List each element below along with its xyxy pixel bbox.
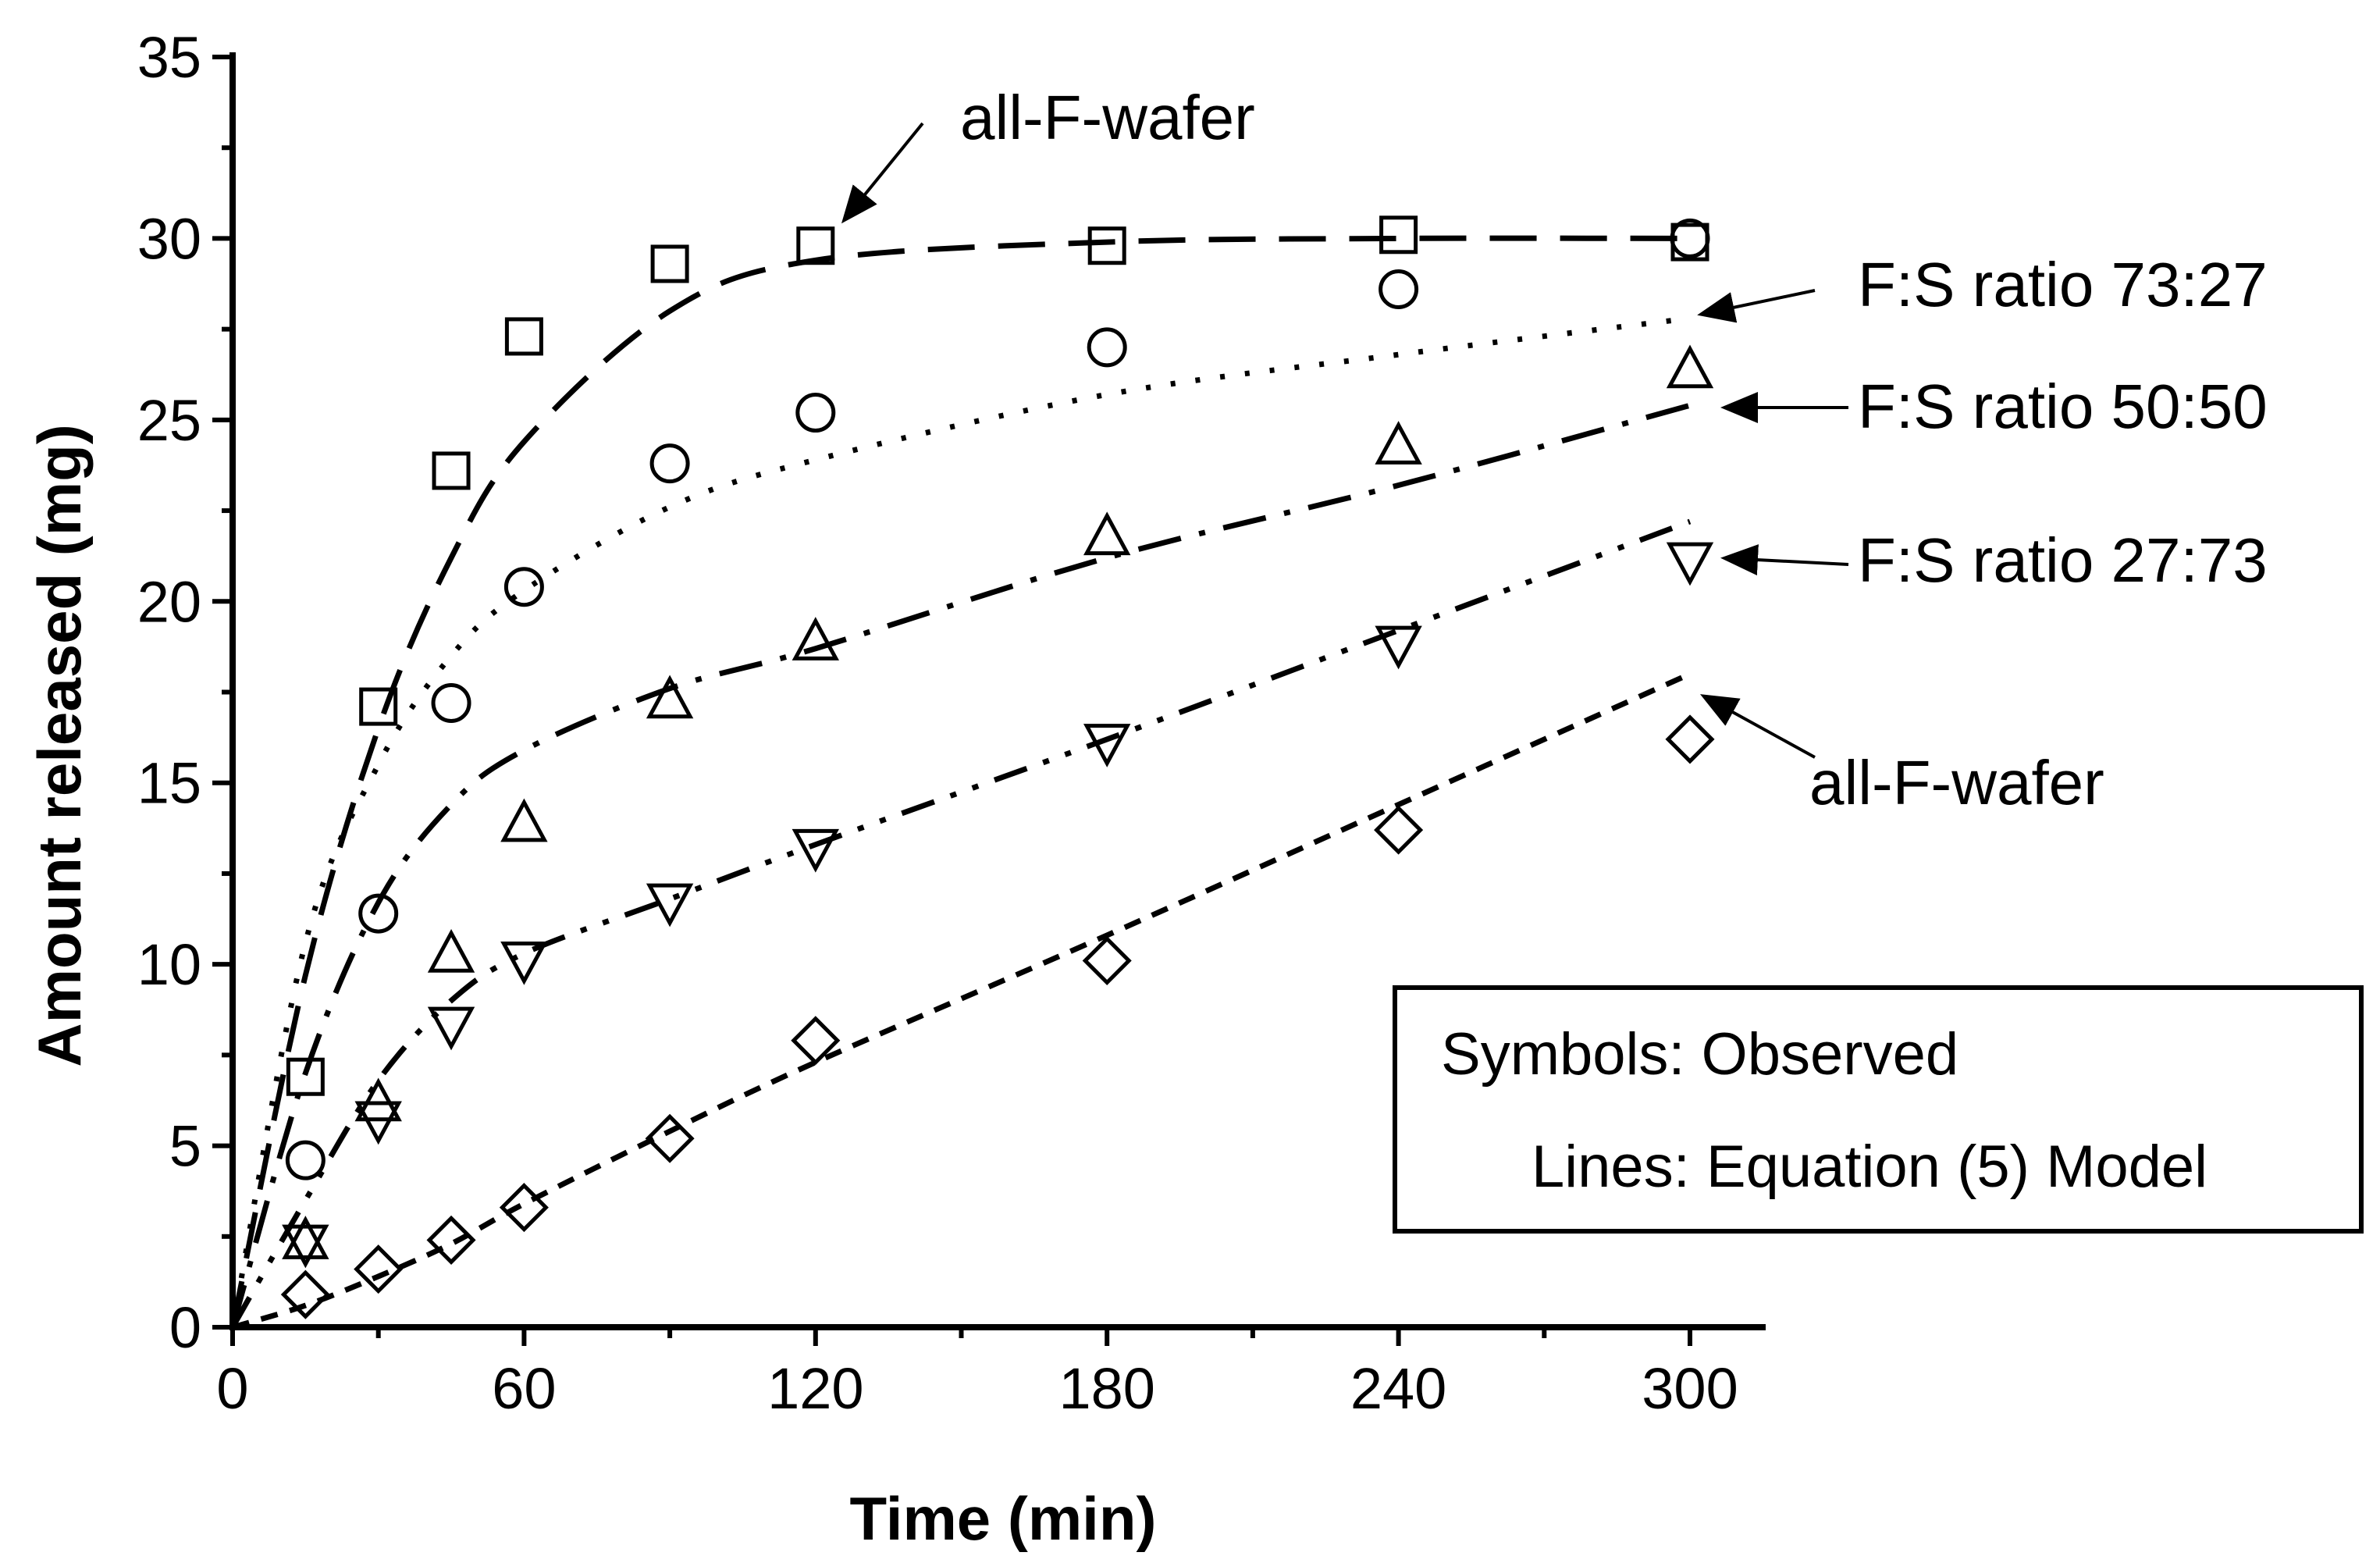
observed-point-series-5	[1374, 805, 1424, 855]
observed-point-series-3	[1375, 421, 1422, 465]
observed-point-series-3	[792, 617, 839, 660]
observed-point-series-5	[1665, 714, 1715, 764]
observed-point-series-1	[504, 317, 543, 356]
observed-point-series-3	[282, 1216, 329, 1259]
observed-point-series-2	[431, 682, 471, 723]
observed-point-series-1	[1379, 215, 1418, 255]
observed-point-series-5	[791, 1016, 841, 1066]
annotation-series-2: F:S ratio 73:27	[1858, 250, 2268, 319]
observed-point-series-1	[359, 687, 398, 726]
annotation-arrow-2	[1697, 289, 1816, 323]
annotation-series-3: F:S ratio 50:50	[1858, 372, 2268, 441]
y-axis-title: Amount released (mg)	[25, 424, 94, 1066]
axis-ticks: 0 60 120 180 240 300 0 5 10 15 20 25 30 35	[137, 25, 1738, 1421]
annotation-series-1: all-F-wafer	[960, 83, 1255, 152]
observed-point-series-3	[646, 675, 694, 719]
observed-point-series-1	[286, 1057, 325, 1096]
observed-point-series-3	[500, 798, 548, 842]
axes	[229, 52, 1766, 1330]
observed-point-series-2	[795, 393, 836, 433]
observed-point-series-2	[649, 443, 690, 484]
model-line-series-3	[229, 402, 1691, 1328]
observed-point-series-4	[282, 1224, 329, 1269]
observed-point-series-1	[432, 451, 471, 490]
legend-frame	[1393, 985, 2364, 1234]
y-tick-label: 5	[169, 1114, 201, 1179]
observed-point-series-4	[500, 941, 548, 985]
x-tick-label: 300	[1642, 1356, 1738, 1421]
annotation-series-5: all-F-wafer	[1809, 748, 2104, 817]
y-tick-label: 35	[137, 25, 201, 90]
annotation-series-4: F:S ratio 27:73	[1858, 525, 2268, 595]
y-tick-label: 20	[137, 569, 201, 634]
observed-point-series-5	[354, 1244, 404, 1294]
observed-point-series-5	[1082, 935, 1132, 986]
observed-point-series-5	[426, 1215, 476, 1265]
x-tick-label: 0	[216, 1356, 248, 1421]
observed-point-series-3	[1666, 344, 1714, 389]
annotation-arrow-1	[841, 122, 924, 224]
observed-point-series-4	[1666, 542, 1714, 586]
series-annotations: all-F-wafer F:S ratio 73:27 F:S ratio 50…	[841, 83, 2268, 817]
observed-point-series-4	[427, 1006, 475, 1051]
observed-point-series-4	[646, 883, 694, 927]
x-tick-label: 240	[1350, 1356, 1446, 1421]
y-tick-label: 30	[137, 206, 201, 271]
y-tick-label: 0	[169, 1295, 201, 1360]
plot-area	[229, 215, 1715, 1330]
annotation-arrow-4	[1720, 544, 1849, 576]
y-tick-label: 25	[137, 388, 201, 453]
observed-point-series-1	[1087, 226, 1126, 265]
x-tick-label: 60	[492, 1356, 556, 1421]
annotation-arrow-5	[1699, 694, 1816, 759]
observed-point-series-4	[354, 1101, 402, 1145]
model-line-series-1	[229, 235, 1691, 1328]
observed-point-series-2	[503, 567, 544, 607]
observed-point-series-4	[1083, 724, 1131, 767]
observed-point-series-5	[499, 1183, 549, 1233]
legend-line-observed: Symbols: Observed	[1441, 1021, 1958, 1088]
legend-line-model: Lines: Equation (5) Model	[1532, 1134, 2207, 1200]
y-tick-label: 15	[137, 751, 201, 816]
observed-point-series-2	[285, 1140, 326, 1180]
observed-point-series-3	[1083, 511, 1131, 556]
observed-point-series-2	[1670, 218, 1710, 258]
observed-point-series-2	[1087, 327, 1127, 368]
observed-point-series-4	[1375, 625, 1422, 670]
x-tick-label: 180	[1058, 1356, 1154, 1421]
y-tick-label: 10	[137, 932, 201, 997]
observed-point-series-1	[796, 226, 835, 265]
model-line-series-5	[231, 671, 1692, 1330]
observed-point-series-2	[358, 893, 399, 934]
observed-point-series-5	[280, 1269, 330, 1319]
observed-point-series-2	[1379, 269, 1419, 310]
observed-point-series-3	[354, 1077, 402, 1122]
observed-point-series-5	[645, 1113, 695, 1163]
observed-point-series-3	[427, 928, 475, 973]
legend-box: Symbols: Observed Lines: Equation (5) Mo…	[1393, 985, 2364, 1234]
observed-point-series-4	[792, 828, 839, 873]
x-axis-title: Time (min)	[850, 1484, 1157, 1553]
x-tick-label: 120	[767, 1356, 863, 1421]
observed-point-series-1	[650, 244, 689, 283]
